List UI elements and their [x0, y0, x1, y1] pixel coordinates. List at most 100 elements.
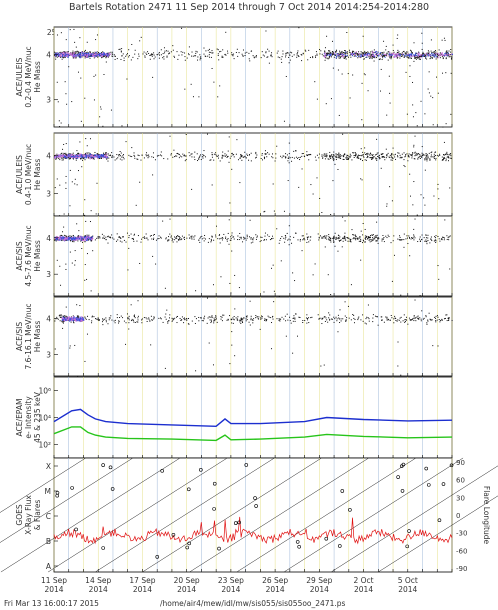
- mass-point: [439, 52, 441, 54]
- mass-point: [391, 154, 393, 156]
- mass-point: [222, 49, 224, 51]
- mass-point: [158, 57, 160, 59]
- mass-point: [266, 319, 268, 321]
- mass-point: [231, 234, 233, 236]
- mass-point: [128, 247, 130, 249]
- mass-point: [447, 317, 449, 319]
- mass-point: [383, 238, 385, 240]
- mass-point: [433, 56, 435, 58]
- y2-tick-label: 30: [456, 494, 465, 502]
- mass-point: [348, 158, 350, 160]
- mass-point: [386, 154, 388, 156]
- mass-point: [381, 238, 383, 240]
- mass-point: [224, 155, 226, 157]
- mass-point: [330, 238, 332, 240]
- mass-point: [107, 160, 109, 162]
- mass-point: [194, 55, 196, 57]
- mass-point: [245, 320, 247, 322]
- mass-point: [397, 152, 399, 154]
- core-point: [86, 53, 88, 55]
- date-tick-day: 17 Sep: [129, 576, 155, 585]
- mass-point: [446, 153, 448, 155]
- mass-point: [110, 237, 112, 239]
- mass-point: [133, 315, 135, 317]
- mass-point: [344, 57, 346, 59]
- mass-point: [84, 55, 86, 57]
- mass-point: [298, 27, 300, 29]
- mass-point: [374, 235, 376, 237]
- mass-point: [210, 319, 212, 321]
- mass-point: [416, 52, 418, 54]
- core-point: [73, 52, 75, 54]
- core-point: [107, 55, 109, 57]
- core-point: [342, 55, 344, 58]
- mass-point: [233, 156, 235, 158]
- mass-point: [113, 156, 115, 158]
- mass-point: [339, 155, 341, 157]
- flare-marker: [110, 487, 115, 491]
- mass-point: [290, 322, 292, 324]
- mass-point: [80, 157, 82, 159]
- mass-point: [190, 235, 192, 237]
- mass-point: [320, 50, 322, 52]
- mass-point: [327, 158, 329, 160]
- mass-point: [268, 62, 270, 64]
- mass-point: [60, 51, 62, 53]
- mass-point: [443, 156, 445, 158]
- mass-point: [160, 54, 162, 56]
- mass-point: [332, 67, 334, 69]
- mass-point: [183, 318, 185, 320]
- mass-point: [191, 55, 193, 57]
- mass-point: [314, 156, 316, 158]
- mass-point: [60, 234, 62, 236]
- core-point: [406, 54, 408, 56]
- y-axis-label: 0.2-0.4 MeV/nuc: [24, 46, 33, 107]
- mass-point: [353, 55, 355, 57]
- mass-point: [237, 319, 239, 321]
- mass-point: [446, 52, 448, 54]
- mass-point: [149, 320, 151, 322]
- mass-point: [72, 319, 74, 321]
- mass-point: [319, 197, 321, 199]
- mass-point: [189, 237, 191, 239]
- core-point: [61, 52, 63, 55]
- core-point: [85, 157, 87, 159]
- core-point: [74, 238, 76, 240]
- mass-point: [424, 113, 426, 115]
- mass-point: [363, 240, 365, 242]
- mass-point: [77, 71, 79, 73]
- mass-point: [442, 159, 444, 161]
- mass-point: [327, 274, 329, 276]
- core-point: [84, 53, 86, 56]
- mass-point: [374, 57, 376, 59]
- mass-point: [421, 310, 423, 312]
- mass-point: [72, 240, 74, 242]
- mass-point: [357, 155, 359, 157]
- core-point: [379, 52, 382, 54]
- mass-point: [122, 154, 124, 156]
- mass-point: [285, 156, 287, 158]
- flare-marker: [108, 465, 113, 470]
- mass-point: [287, 160, 289, 162]
- mass-point: [433, 156, 435, 158]
- mass-point: [435, 151, 437, 153]
- mass-point: [382, 52, 384, 54]
- mass-point: [90, 240, 92, 242]
- mass-point: [91, 322, 93, 324]
- mass-point: [67, 236, 69, 238]
- mass-point: [209, 319, 211, 321]
- mass-point: [291, 242, 293, 244]
- mass-point: [57, 53, 59, 55]
- core-point: [64, 155, 66, 157]
- mass-point: [419, 56, 421, 58]
- core-point: [60, 53, 62, 55]
- mass-point: [72, 234, 74, 236]
- mass-point: [122, 156, 124, 158]
- mass-point: [153, 233, 155, 235]
- mass-point: [376, 236, 378, 238]
- mass-point: [363, 156, 365, 158]
- mass-point: [63, 316, 65, 318]
- mass-point: [330, 294, 332, 296]
- mass-point: [448, 157, 450, 159]
- mass-point: [205, 50, 207, 52]
